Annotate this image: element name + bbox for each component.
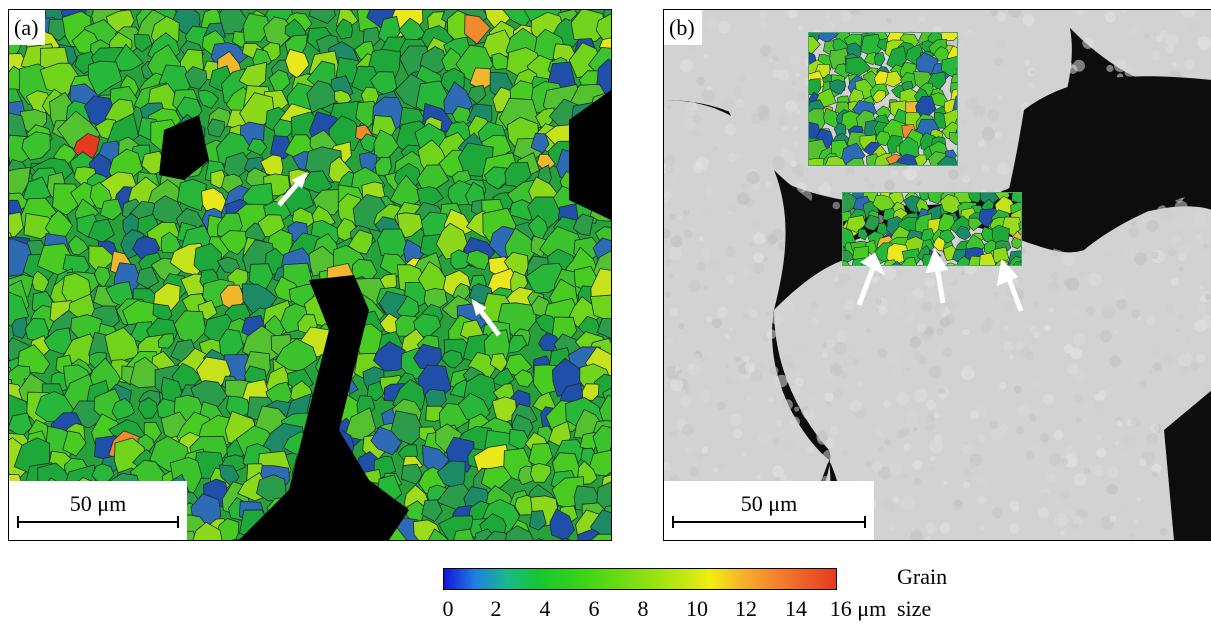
colorbar-tick-8: 8 [637, 596, 649, 621]
ebsd-inset-lower [842, 192, 1022, 266]
colorbar-title-line1: Grain [897, 564, 948, 589]
sem-image-panel: (b) 50 μm [663, 9, 1211, 541]
colorbar-tick-4: 4 [539, 596, 551, 621]
colorbar-title-line2: size [897, 596, 932, 621]
colorbar-tick-14: 14 [785, 596, 807, 621]
scale-bar-a: 50 μm [9, 481, 187, 540]
colorbar-tick-2: 2 [490, 596, 502, 621]
colorbar-tick-10: 10 [686, 596, 708, 621]
panel-label-a: (a) [9, 10, 46, 45]
colorbar-tick-0: 0 [442, 596, 454, 621]
ebsd-inset-upper [808, 32, 958, 166]
scale-bar-line-a [17, 516, 179, 528]
ebsd-grain-map-panel: (a) 50 μm [8, 9, 612, 541]
colorbar-gradient [443, 568, 837, 590]
scale-bar-label-a: 50 μm [69, 491, 127, 516]
scale-bar-label-b: 50 μm [740, 491, 798, 516]
colorbar-tick-6: 6 [588, 596, 600, 621]
colorbar-tick-12: 12 [735, 596, 757, 621]
scale-bar-b: 50 μm [664, 481, 874, 540]
ebsd-grain-map-image [9, 10, 611, 540]
panel-label-b: (b) [664, 10, 702, 45]
scale-bar-line-b [672, 516, 866, 528]
grain-size-colorbar: 0 2 4 6 8 10 12 14 16 μm Grain size [440, 564, 960, 628]
colorbar-tick-16: 16 μm [829, 596, 887, 621]
